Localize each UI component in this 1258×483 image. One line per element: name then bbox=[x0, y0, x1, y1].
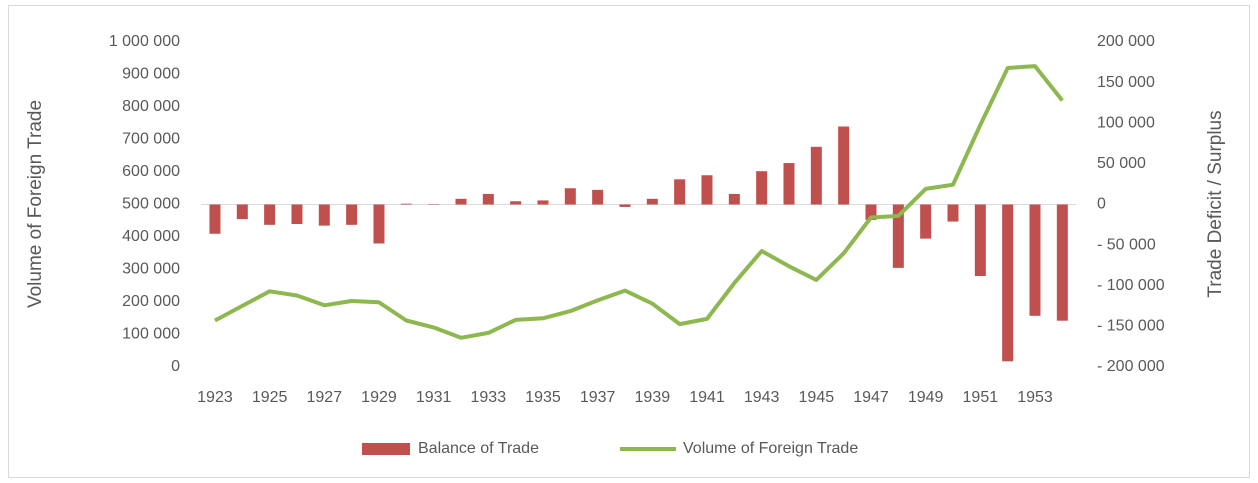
legend-swatch bbox=[362, 443, 410, 455]
bar bbox=[674, 179, 686, 205]
legend-label: Balance of Trade bbox=[418, 440, 539, 457]
bar bbox=[346, 204, 358, 225]
y2-tick-label: - 150 000 bbox=[1097, 318, 1165, 335]
x-tick-label: 1947 bbox=[853, 389, 889, 406]
bar bbox=[1056, 204, 1068, 321]
bar bbox=[701, 175, 713, 205]
bar bbox=[756, 171, 768, 205]
x-tick-label: 1927 bbox=[307, 389, 343, 406]
y-tick-label: 0 bbox=[171, 358, 180, 375]
bar bbox=[455, 198, 467, 205]
line bbox=[214, 64, 1064, 340]
bar bbox=[865, 204, 877, 220]
bar bbox=[209, 204, 221, 234]
x-tick-label: 1923 bbox=[197, 389, 233, 406]
y2-tick-label: 50 000 bbox=[1097, 155, 1146, 172]
bar bbox=[728, 193, 740, 205]
legend-label: Volume of Foreign Trade bbox=[683, 440, 858, 457]
x-tick-label: 1939 bbox=[635, 389, 671, 406]
x-tick-label: 1941 bbox=[689, 389, 725, 406]
bar bbox=[892, 204, 904, 268]
x-tick-label: 1933 bbox=[471, 389, 507, 406]
bar bbox=[1002, 204, 1014, 362]
y2-tick-label: - 100 000 bbox=[1097, 277, 1165, 294]
chart-border bbox=[8, 5, 1250, 478]
y-tick-label: 700 000 bbox=[122, 131, 180, 148]
y2-tick-label: - 200 000 bbox=[1097, 358, 1165, 375]
y-tick-label: 1 000 000 bbox=[109, 33, 180, 50]
y2-tick-label: 150 000 bbox=[1097, 74, 1155, 91]
bar bbox=[619, 204, 631, 207]
x-tick-label: 1935 bbox=[525, 389, 561, 406]
bar bbox=[947, 204, 959, 222]
x-tick-label: 1943 bbox=[744, 389, 780, 406]
bar bbox=[564, 188, 576, 205]
y-tick-label: 100 000 bbox=[122, 326, 180, 343]
y-tick-label: 400 000 bbox=[122, 228, 180, 245]
bar bbox=[318, 204, 330, 226]
y2-axis-title: Trade Deficit / Surplus bbox=[1205, 110, 1226, 297]
bar bbox=[592, 189, 604, 205]
bar bbox=[974, 204, 986, 276]
x-tick-label: 1929 bbox=[361, 389, 397, 406]
y-axis-title: Volume of Foreign Trade bbox=[25, 100, 46, 308]
x-tick-label: 1925 bbox=[252, 389, 288, 406]
x-tick-label: 1937 bbox=[580, 389, 616, 406]
y2-tick-label: 100 000 bbox=[1097, 114, 1155, 131]
y-tick-label: 600 000 bbox=[122, 163, 180, 180]
x-tick-label: 1951 bbox=[963, 389, 999, 406]
x-tick-label: 1953 bbox=[1017, 389, 1053, 406]
x-tick-label: 1945 bbox=[799, 389, 835, 406]
y-tick-label: 300 000 bbox=[122, 261, 180, 278]
y-tick-label: 800 000 bbox=[122, 98, 180, 115]
bar bbox=[838, 126, 850, 205]
bar bbox=[291, 204, 303, 224]
y-tick-label: 500 000 bbox=[122, 196, 180, 213]
bar bbox=[373, 204, 385, 244]
bar bbox=[646, 198, 658, 205]
y-tick-label: 900 000 bbox=[122, 66, 180, 83]
bar bbox=[482, 193, 494, 205]
y2-tick-label: 200 000 bbox=[1097, 33, 1155, 50]
x-tick-label: 1949 bbox=[908, 389, 944, 406]
bar bbox=[264, 204, 276, 225]
bar bbox=[783, 163, 795, 205]
bar bbox=[400, 203, 412, 205]
bar bbox=[537, 200, 549, 205]
y2-tick-label: 0 bbox=[1097, 196, 1106, 213]
bar bbox=[810, 146, 822, 205]
bar bbox=[236, 204, 248, 220]
y2-tick-label: - 50 000 bbox=[1097, 236, 1156, 253]
bar bbox=[920, 204, 932, 239]
bar bbox=[510, 201, 522, 205]
y-tick-label: 200 000 bbox=[122, 293, 180, 310]
x-tick-label: 1931 bbox=[416, 389, 452, 406]
bar bbox=[1029, 204, 1041, 316]
